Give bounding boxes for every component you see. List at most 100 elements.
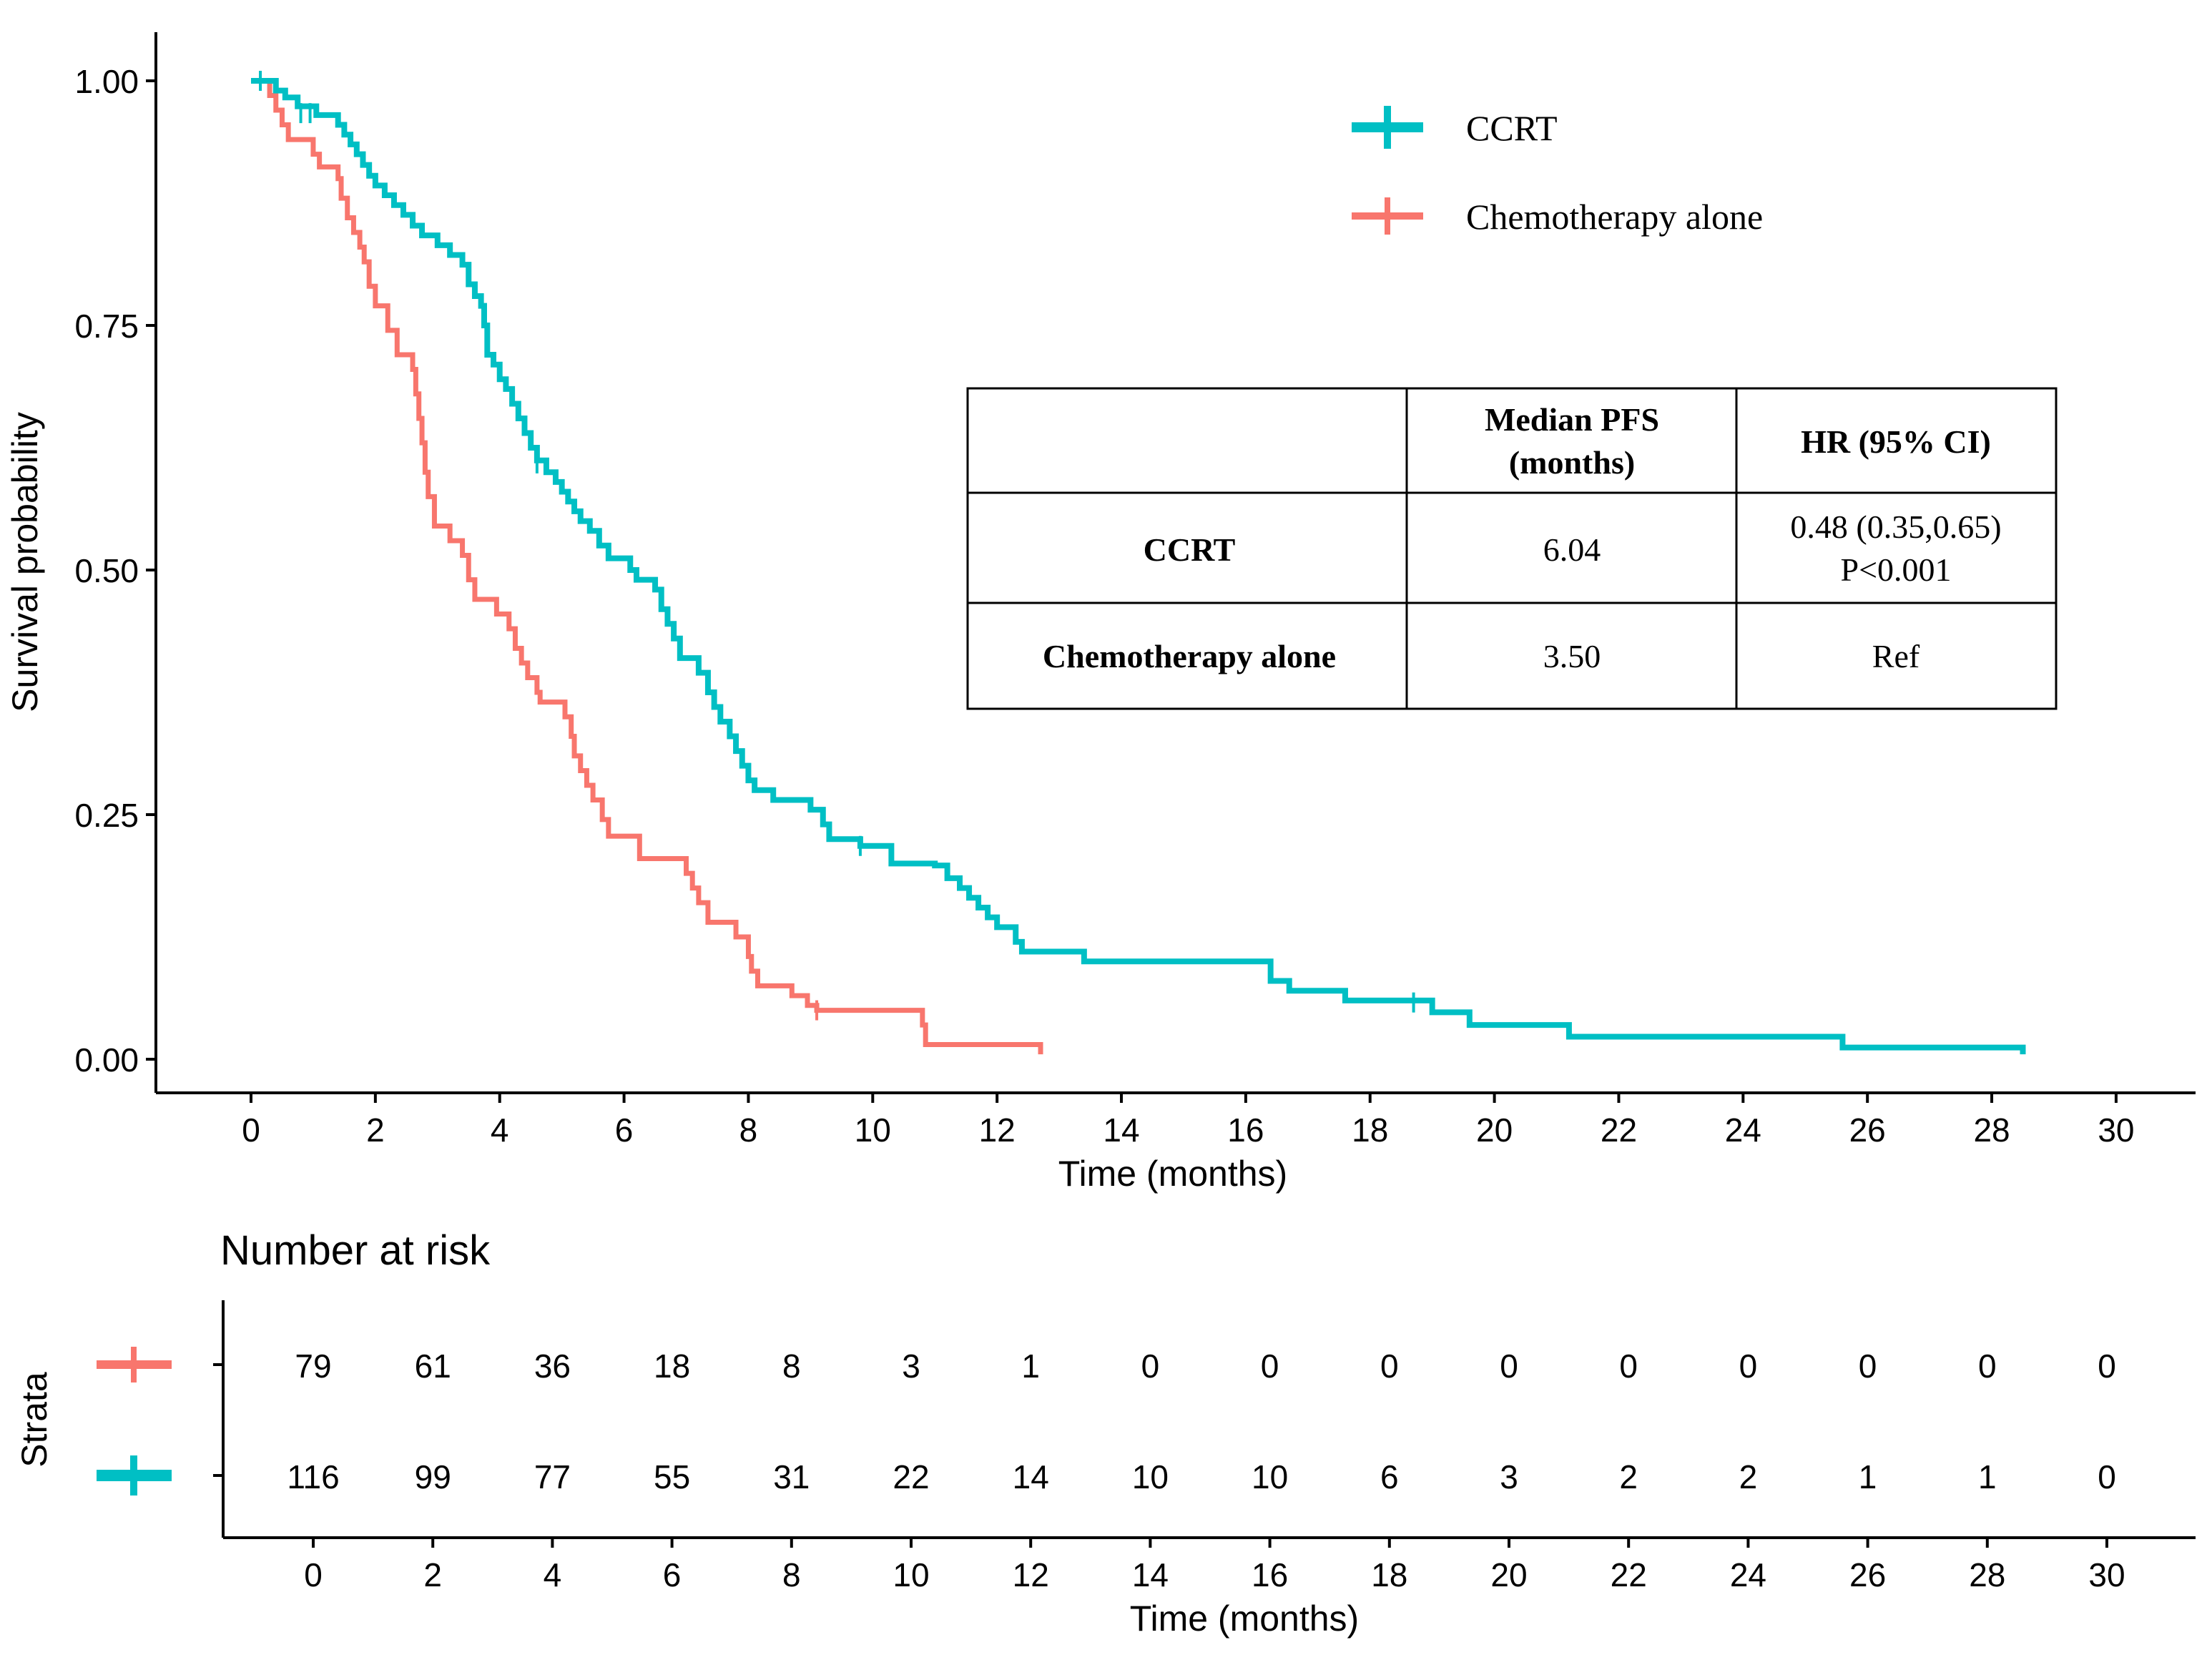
risk-value-chemotherapy-alone: 0 (1141, 1347, 1160, 1385)
survival-curves (251, 71, 2026, 1055)
y-tick-label: 0.25 (74, 797, 139, 834)
legend-item-ccrt: CCRT (1352, 106, 1558, 149)
risk-value-chemotherapy-alone: 0 (1619, 1347, 1638, 1385)
curve-chemotherapy-alone (251, 78, 1043, 1055)
inset-row-ccrt-median: 6.04 (1543, 531, 1601, 568)
x-tick-label: 16 (1227, 1111, 1264, 1149)
risk-x-tick-label: 22 (1611, 1556, 1647, 1593)
risk-value-chemotherapy-alone: 1 (1021, 1347, 1040, 1385)
risk-x-tick-label: 6 (663, 1556, 682, 1593)
risk-x-tick-label: 30 (2088, 1556, 2125, 1593)
risk-value-ccrt: 3 (1500, 1458, 1518, 1496)
x-ticks: 0 2 4 6 8 10 12 14 16 18 20 22 24 26 28 30 (242, 1093, 2134, 1149)
risk-value-chemotherapy-alone: 79 (295, 1347, 331, 1385)
x-tick-label: 26 (1849, 1111, 1886, 1149)
risk-value-chemotherapy-alone: 0 (1739, 1347, 1758, 1385)
inset-row-chemo-hr: Ref (1872, 638, 1920, 674)
y-ticks: 0.00 0.25 0.50 0.75 1.00 (74, 63, 156, 1079)
x-tick-label: 6 (615, 1111, 634, 1149)
risk-value-chemotherapy-alone: 8 (782, 1347, 801, 1385)
risk-value-ccrt: 99 (415, 1458, 451, 1496)
x-tick-label: 14 (1103, 1111, 1139, 1149)
risk-value-chemotherapy-alone: 18 (654, 1347, 690, 1385)
x-tick-label: 4 (491, 1111, 509, 1149)
x-tick-label: 18 (1352, 1111, 1388, 1149)
risk-table-xlabel: Time (months) (1130, 1598, 1359, 1639)
risk-x-tick-label: 0 (304, 1556, 323, 1593)
risk-value-ccrt: 1 (1859, 1458, 1877, 1496)
risk-x-tick-label: 12 (1013, 1556, 1049, 1593)
x-axis-label: Time (months) (1058, 1154, 1287, 1194)
x-tick-label: 8 (739, 1111, 758, 1149)
x-tick-label: 12 (979, 1111, 1016, 1149)
risk-value-chemotherapy-alone: 0 (1859, 1347, 1877, 1385)
risk-value-chemotherapy-alone: 0 (2098, 1347, 2116, 1385)
risk-value-ccrt: 31 (773, 1458, 810, 1496)
x-tick-label: 28 (1973, 1111, 2010, 1149)
risk-value-ccrt: 116 (287, 1458, 339, 1496)
risk-x-tick-label: 2 (423, 1556, 442, 1593)
y-tick-label: 1.00 (74, 63, 139, 100)
legend-item-chemotherapy: Chemotherapy alone (1352, 197, 1763, 237)
inset-row-chemo-group: Chemotherapy alone (1043, 638, 1336, 674)
risk-value-ccrt: 77 (534, 1458, 571, 1496)
inset-header-hr: HR (95% CI) (1801, 423, 1991, 460)
risk-value-chemotherapy-alone: 0 (1978, 1347, 1997, 1385)
x-tick-label: 10 (855, 1111, 891, 1149)
curve-ccrt (251, 78, 2026, 1055)
risk-table-ylabel: Strata (14, 1372, 54, 1468)
risk-value-chemotherapy-alone: 0 (1380, 1347, 1399, 1385)
inset-table: Median PFS (months) HR (95% CI) CCRT 6.0… (966, 387, 2058, 710)
y-tick-label: 0.75 (74, 308, 139, 345)
inset-row-ccrt-group: CCRT (1144, 531, 1236, 568)
legend-label-chemotherapy: Chemotherapy alone (1466, 197, 1763, 237)
risk-value-ccrt: 10 (1252, 1458, 1288, 1496)
risk-x-tick-label: 4 (544, 1556, 562, 1593)
x-tick-label: 0 (242, 1111, 260, 1149)
legend-label-ccrt: CCRT (1466, 108, 1558, 148)
risk-value-chemotherapy-alone: 36 (534, 1347, 571, 1385)
risk-x-tick-label: 20 (1490, 1556, 1527, 1593)
risk-value-chemotherapy-alone: 0 (1500, 1347, 1518, 1385)
risk-strata-ccrt-marker (97, 1455, 172, 1496)
risk-x-ticks: 0 2 4 6 8 10 12 14 16 18 20 22 24 26 28 30 (304, 1538, 2125, 1593)
risk-value-ccrt: 2 (1739, 1458, 1758, 1496)
inset-row-ccrt-hr: 0.48 (0.35,0.65) (1790, 509, 2001, 545)
risk-value-ccrt: 1 (1978, 1458, 1997, 1496)
y-axis-label: Survival probability (5, 412, 45, 712)
risk-x-tick-label: 28 (1969, 1556, 2005, 1593)
x-tick-label: 22 (1601, 1111, 1637, 1149)
risk-x-tick-label: 8 (782, 1556, 801, 1593)
legend: CCRT Chemotherapy alone (1352, 106, 1763, 237)
risk-x-tick-label: 10 (893, 1556, 929, 1593)
risk-table: Number at risk Strata 79 61 36 18 8 3 1 0 0 0 0 0 0 0… (14, 1227, 2196, 1639)
risk-value-ccrt: 22 (893, 1458, 929, 1496)
y-tick-label: 0.50 (74, 552, 139, 589)
risk-x-tick-label: 24 (1730, 1556, 1766, 1593)
risk-table-title: Number at risk (220, 1227, 491, 1274)
risk-x-tick-label: 18 (1371, 1556, 1407, 1593)
risk-value-ccrt: 14 (1013, 1458, 1049, 1496)
inset-row-chemo-median: 3.50 (1543, 638, 1601, 674)
risk-value-chemotherapy-alone: 61 (415, 1347, 451, 1385)
risk-x-tick-label: 16 (1252, 1556, 1288, 1593)
risk-value-chemotherapy-alone: 0 (1261, 1347, 1279, 1385)
x-tick-label: 30 (2098, 1111, 2134, 1149)
risk-x-tick-label: 26 (1849, 1556, 1886, 1593)
inset-row-ccrt-p: P<0.001 (1840, 551, 1951, 588)
risk-value-ccrt: 6 (1380, 1458, 1399, 1496)
risk-value-ccrt: 10 (1132, 1458, 1169, 1496)
main-plot-axes: 0.00 0.25 0.50 0.75 1.00 0 2 4 6 8 10 12 14 16 18 20 22… (5, 32, 2196, 1194)
risk-x-tick-label: 14 (1132, 1556, 1169, 1593)
x-tick-label: 20 (1476, 1111, 1513, 1149)
inset-header-median-line1: Median PFS (1485, 401, 1659, 438)
risk-value-ccrt: 0 (2098, 1458, 2116, 1496)
inset-header-median-line2: (months) (1509, 444, 1635, 481)
risk-strata-chemotherapy-marker (97, 1347, 172, 1382)
inset-table-frame (966, 387, 2058, 710)
x-tick-label: 24 (1725, 1111, 1761, 1149)
risk-value-ccrt: 55 (654, 1458, 690, 1496)
y-tick-label: 0.00 (74, 1041, 139, 1079)
